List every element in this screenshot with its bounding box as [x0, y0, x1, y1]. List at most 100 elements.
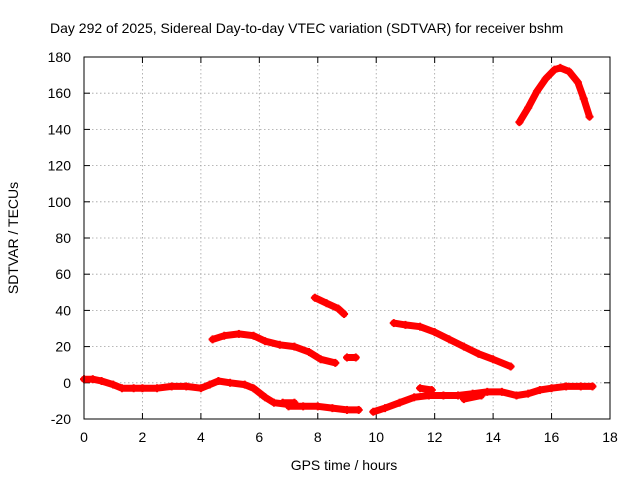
data-point	[410, 393, 419, 402]
data-point	[226, 378, 235, 387]
series-trace	[209, 330, 339, 367]
data-point	[275, 340, 284, 349]
x-tick-label: 10	[368, 429, 384, 445]
data-point	[369, 407, 378, 416]
data-point	[430, 328, 439, 337]
data-point	[524, 389, 533, 398]
chart-title: Day 292 of 2025, Sidereal Day-to-day VTE…	[50, 20, 563, 36]
data-point	[445, 335, 454, 344]
y-tick-label: -20	[51, 411, 71, 427]
data-point	[474, 349, 483, 358]
x-tick-label: 2	[139, 429, 147, 445]
data-point	[354, 405, 363, 414]
data-point	[214, 376, 223, 385]
data-point	[401, 320, 410, 329]
data-point	[109, 380, 118, 389]
data-point	[573, 78, 582, 87]
data-point	[483, 387, 492, 396]
data-point	[249, 384, 258, 393]
data-point	[153, 384, 162, 393]
data-point	[515, 118, 524, 127]
y-tick-label: 120	[48, 158, 72, 174]
series-arc-mid-low	[284, 402, 363, 414]
data-point	[535, 386, 544, 395]
series-arc-noise-2	[459, 391, 486, 404]
series-arc-mid-45	[310, 293, 349, 319]
data-point	[576, 382, 585, 391]
data-point	[512, 391, 521, 400]
plot-frame	[83, 56, 611, 420]
series-arc-peak-175	[515, 63, 594, 127]
data-point	[334, 304, 343, 313]
data-point	[541, 74, 550, 83]
data-point	[389, 319, 398, 328]
data-layer	[80, 63, 597, 416]
series-arc-afternoon-low	[369, 382, 597, 416]
x-tick-label: 16	[544, 429, 560, 445]
data-point	[489, 355, 498, 364]
y-tick-label: 180	[48, 49, 72, 65]
data-point	[220, 331, 229, 340]
data-point	[261, 337, 270, 346]
data-point	[269, 398, 278, 407]
data-point	[506, 362, 515, 371]
x-axis-label: GPS time / hours	[291, 457, 398, 473]
data-point	[477, 391, 486, 400]
data-point	[585, 112, 594, 121]
series-arc-afternoon-30	[389, 319, 515, 371]
data-point	[395, 398, 404, 407]
data-point	[524, 103, 533, 112]
data-point	[97, 376, 106, 385]
data-point	[562, 382, 571, 391]
data-point	[240, 380, 249, 389]
data-point	[588, 382, 597, 391]
y-tick-label: 40	[55, 302, 71, 318]
data-point	[343, 353, 351, 362]
series-trace	[311, 294, 348, 318]
data-point	[249, 331, 258, 340]
data-point	[416, 384, 425, 393]
data-point	[556, 63, 565, 72]
y-tick-label: 0	[63, 375, 71, 391]
data-point	[322, 299, 331, 308]
data-point	[310, 293, 319, 302]
data-point	[497, 387, 506, 396]
data-point	[234, 329, 243, 338]
data-point	[532, 87, 541, 96]
data-point	[427, 386, 436, 395]
data-point	[328, 404, 337, 413]
y-tick-label: 80	[55, 230, 71, 246]
data-point	[208, 335, 217, 344]
data-point	[351, 353, 360, 362]
data-point	[547, 384, 556, 393]
data-point	[167, 382, 176, 391]
data-point	[579, 94, 588, 103]
data-point	[316, 355, 325, 364]
y-tick-label: 60	[55, 266, 71, 282]
data-point	[261, 393, 270, 402]
data-point	[331, 358, 340, 367]
data-point	[182, 382, 191, 391]
data-point	[340, 310, 349, 319]
data-point	[416, 322, 425, 331]
data-point	[454, 391, 463, 400]
data-point	[459, 395, 468, 404]
data-point	[313, 402, 322, 411]
series-trace	[369, 382, 596, 416]
x-tick-label: 6	[255, 429, 263, 445]
data-point	[299, 402, 308, 411]
x-tick-label: 8	[314, 429, 322, 445]
y-tick-label: 160	[48, 85, 72, 101]
data-point	[550, 65, 559, 74]
data-point	[117, 384, 126, 393]
y-tick-label: 100	[48, 194, 72, 210]
y-tick-label: 20	[55, 339, 71, 355]
series-arc-mid-20	[208, 329, 340, 367]
data-point	[343, 405, 351, 414]
y-tick-label: 140	[48, 121, 72, 137]
data-point	[305, 348, 314, 357]
series-arc-noise-1	[416, 384, 436, 395]
data-point	[88, 375, 97, 384]
data-point	[439, 391, 448, 400]
